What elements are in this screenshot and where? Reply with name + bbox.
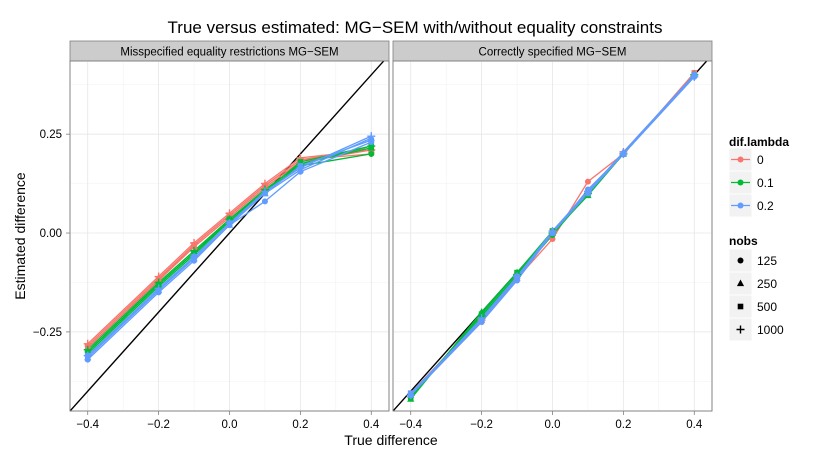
x-tick-label: 0.0 <box>222 419 238 431</box>
data-point <box>190 238 199 247</box>
y-tick-label: 0.00 <box>40 228 62 240</box>
data-point <box>260 187 269 196</box>
legend-title-color: dif.lambda <box>729 135 789 149</box>
legend-key-shape <box>737 257 744 264</box>
legend-key-point <box>737 156 744 163</box>
x-tick-label: 0.0 <box>545 419 561 431</box>
legend-key-point <box>737 202 744 209</box>
legend-key-shape <box>736 279 745 287</box>
chart-title: True versus estimated: MG−SEM with/witho… <box>168 18 663 37</box>
x-tick-label: 0.4 <box>686 419 703 431</box>
data-point <box>583 187 592 196</box>
data-point <box>619 149 628 158</box>
x-axis-title: True difference <box>344 432 438 448</box>
y-tick-label: −0.25 <box>33 327 62 339</box>
panel-misspecified: Misspecified equality restrictions MG−SE… <box>69 40 390 412</box>
data-point <box>190 252 199 261</box>
data-point <box>261 198 268 205</box>
legend-shape-items: 125 250 500 1000 <box>728 248 784 342</box>
x-tick-label: −0.4 <box>76 419 99 431</box>
data-point <box>513 272 522 281</box>
data-point <box>477 314 486 323</box>
data-point <box>296 163 305 172</box>
legend-label: 250 <box>757 277 777 291</box>
plot-area <box>70 61 385 411</box>
legend-key-shape <box>737 303 744 310</box>
legend-label: 1000 <box>757 323 784 337</box>
legend-label: 0.2 <box>757 199 774 213</box>
data-point <box>83 351 92 360</box>
y-axis-title: Estimated difference <box>12 172 28 300</box>
data-point <box>225 219 234 228</box>
reference-line-y-equals-x <box>70 61 385 411</box>
x-tick-label: −0.2 <box>470 419 493 431</box>
legend-label: 125 <box>757 254 777 268</box>
data-point <box>368 150 375 157</box>
y-tick-label: 0.25 <box>40 129 62 141</box>
plot-area <box>393 61 708 411</box>
x-tick-label: 0.2 <box>292 419 308 431</box>
legend-label: 500 <box>757 300 777 314</box>
data-point <box>690 72 699 81</box>
data-point <box>367 132 376 141</box>
panel-correct: Correctly specified MG−SEM <box>392 40 713 412</box>
legend: dif.lambda 0 0.1 0.2 nobs 125 250 500 1000 <box>728 135 789 342</box>
data-point <box>548 227 557 236</box>
x-tick-label: 0.2 <box>615 419 631 431</box>
legend-label: 0.1 <box>757 176 774 190</box>
data-point <box>406 391 415 400</box>
y-axis-ticks: −0.25 0.00 0.25 <box>33 129 70 339</box>
x-tick-label: 0.4 <box>363 419 380 431</box>
legend-key-point <box>737 179 744 186</box>
legend-color-items: 0 0.1 0.2 <box>728 147 774 218</box>
data-point <box>154 284 163 293</box>
legend-key-shape <box>736 325 745 334</box>
strip-label-correct: Correctly specified MG−SEM <box>479 47 627 59</box>
x-axis-ticks: −0.4 −0.2 0.0 0.2 0.4 −0.4 −0.2 0.0 0.2 0.4 <box>76 411 703 431</box>
legend-label: 0 <box>757 153 764 167</box>
strip-label-misspecified: Misspecified equality restrictions MG−SE… <box>120 47 338 59</box>
x-tick-label: −0.2 <box>147 419 170 431</box>
x-tick-label: −0.4 <box>399 419 422 431</box>
legend-title-shape: nobs <box>729 234 758 248</box>
data-point <box>584 178 591 185</box>
